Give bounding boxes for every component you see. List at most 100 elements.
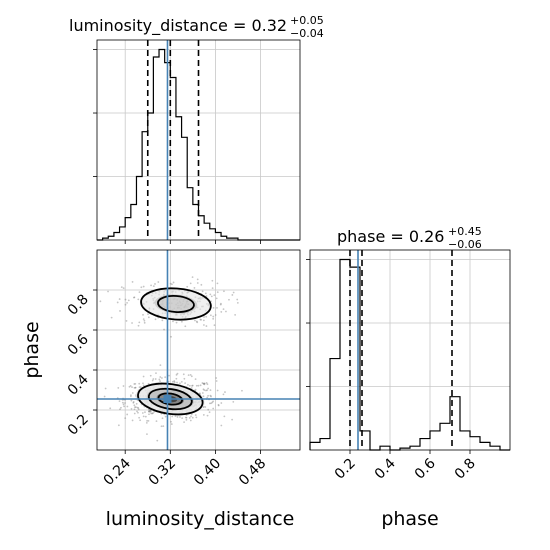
scatter-point [210, 295, 213, 298]
scatter-point [131, 419, 134, 422]
scatter-point [195, 384, 198, 387]
scatter-point [206, 383, 209, 386]
scatter-point [205, 325, 208, 327]
scatter-point [130, 399, 133, 402]
scatter-point [202, 395, 205, 398]
x-tick-label: 0.8 [452, 456, 479, 483]
title-phase-sup: +0.45 [448, 225, 482, 238]
x-ticks-luminosity-distance: 0.24 0.32 0.40 0.48 [101, 450, 269, 489]
scatter-point [194, 319, 196, 322]
scatter-point [103, 395, 106, 398]
scatter-point [205, 381, 208, 384]
scatter-point [232, 291, 235, 294]
scatter-point [90, 386, 92, 388]
x-tick-label: 0.48 [236, 456, 269, 489]
scatter-point [190, 387, 193, 389]
scatter-point [148, 413, 150, 416]
scatter-point [140, 286, 143, 289]
scatter-point [208, 411, 211, 414]
scatter-point [225, 310, 227, 313]
scatter-point [148, 410, 150, 413]
scatter-point [155, 420, 158, 422]
scatter-point [228, 298, 230, 301]
scatter-point [153, 410, 155, 413]
x-tick-label: 0.2 [332, 456, 359, 483]
scatter-point [149, 410, 152, 413]
scatter-point [124, 298, 127, 301]
scatter-point [129, 395, 132, 398]
scatter-point [146, 419, 148, 422]
histogram-phase [309, 258, 510, 451]
scatter-point [142, 375, 145, 378]
scatter-point [163, 328, 165, 331]
scatter-point [142, 415, 145, 418]
scatter-point [172, 281, 175, 284]
scatter-point [187, 374, 190, 376]
scatter-point [130, 394, 132, 397]
scatter-point [116, 301, 119, 304]
scatter-point [198, 392, 201, 395]
scatter-point [159, 380, 161, 383]
scatter-point [203, 389, 206, 392]
scatter-point [152, 412, 154, 415]
grid [97, 250, 300, 450]
scatter-point [201, 382, 204, 384]
x-label-phase: phase [381, 508, 438, 530]
scatter-point [223, 290, 225, 293]
scatter-point [144, 411, 146, 414]
scatter-point [196, 278, 199, 281]
scatter-point [210, 395, 212, 398]
scatter-point [142, 382, 144, 385]
scatter-point [207, 408, 210, 411]
scatter-point [154, 283, 156, 285]
scatter-point [182, 373, 185, 376]
scatter-point [204, 406, 207, 408]
title-luminosity-distance: luminosity_distance = 0.32 [69, 16, 287, 36]
scatter-point [205, 295, 208, 297]
scatter-point [202, 382, 205, 385]
scatter-point [169, 282, 172, 285]
scatter-point [122, 403, 125, 406]
scatter-point [213, 294, 216, 296]
scatter-point [157, 281, 160, 283]
scatter-point [212, 407, 215, 410]
scatter-point [171, 283, 173, 286]
scatter-point [185, 416, 188, 419]
scatter-point [133, 406, 136, 409]
scatter-point [99, 300, 102, 303]
scatter-point [179, 416, 181, 418]
scatter-point [206, 414, 209, 417]
scatter-point [135, 406, 137, 409]
scatter-point [134, 382, 137, 385]
scatter-point [175, 373, 178, 376]
scatter-point [151, 379, 154, 382]
scatter-point [124, 402, 126, 404]
scatter-point [132, 401, 135, 403]
scatter-point [202, 319, 205, 322]
x-tick-label: 0.4 [372, 455, 399, 482]
scatter-point [142, 285, 145, 288]
truth-point [163, 395, 172, 403]
scatter-point [149, 409, 152, 412]
scatter-point [124, 303, 127, 306]
scatter-point [203, 382, 206, 385]
scatter-point [134, 386, 137, 389]
scatter-point [133, 296, 135, 299]
scatter-point [173, 380, 176, 382]
scatter-point [110, 316, 113, 319]
scatter-point [175, 321, 178, 324]
y-tick-label: 0.2 [65, 412, 92, 439]
scatter-point [241, 389, 243, 392]
scatter-point [232, 400, 235, 403]
contours [137, 287, 212, 416]
scatter-point [216, 282, 219, 285]
scatter-point [146, 433, 148, 436]
scatter-point [133, 296, 136, 299]
scatter-point [142, 318, 145, 321]
scatter-point [170, 335, 172, 338]
title-phase-sub: −0.06 [448, 238, 482, 251]
scatter-point [137, 408, 140, 411]
scatter-point [174, 415, 177, 418]
scatter-point [220, 402, 223, 404]
